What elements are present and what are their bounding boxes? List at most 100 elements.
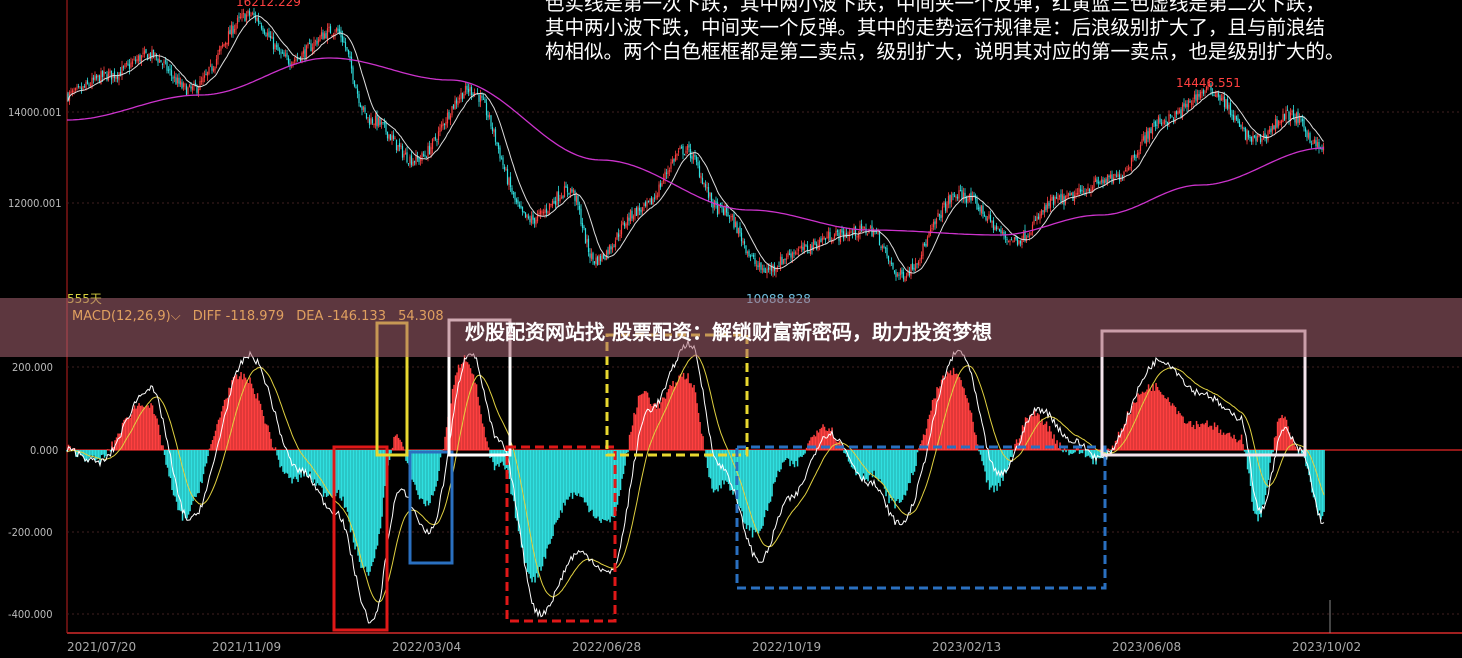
macd-y-tick: -200.000 bbox=[8, 526, 53, 539]
macd-bar bbox=[775, 450, 778, 478]
macd-bar bbox=[399, 439, 401, 450]
macd-bar bbox=[352, 450, 355, 543]
candle-body bbox=[368, 118, 371, 125]
candle-body bbox=[1309, 133, 1311, 143]
macd-bar bbox=[708, 450, 710, 478]
macd-bar bbox=[246, 379, 248, 450]
candle-body bbox=[598, 255, 600, 266]
candle-body bbox=[1054, 197, 1056, 204]
candle-body bbox=[148, 53, 150, 59]
candle-body bbox=[1000, 229, 1002, 233]
candle-body bbox=[1099, 182, 1101, 184]
macd-bar bbox=[330, 450, 332, 497]
macd-bar bbox=[1156, 386, 1159, 450]
chevron-down-icon[interactable]: ⌵ bbox=[170, 309, 181, 324]
candle-body bbox=[1313, 139, 1316, 144]
macd-bar bbox=[334, 450, 337, 497]
macd-bar bbox=[811, 436, 814, 450]
candle-body bbox=[704, 184, 707, 188]
annotation-text: 色实线是第一次下跌，其中两小波下跌，中间夹一个反弹，红黄蓝三色虚线是第二次下跌，… bbox=[545, 0, 1345, 63]
macd-bar bbox=[228, 387, 230, 450]
candle-body bbox=[508, 178, 510, 186]
candle-body bbox=[1178, 110, 1181, 113]
candle-body bbox=[697, 162, 699, 166]
candle-body bbox=[191, 86, 194, 90]
candle-body bbox=[397, 144, 399, 152]
macd-bar bbox=[1206, 420, 1208, 450]
candle-body bbox=[223, 43, 225, 47]
macd-bar bbox=[667, 388, 670, 450]
candle-body bbox=[683, 154, 686, 156]
macd-bar bbox=[264, 423, 266, 450]
candle-body bbox=[286, 53, 288, 57]
macd-bar bbox=[814, 436, 817, 450]
macd-bar bbox=[244, 377, 247, 450]
candle-body bbox=[1127, 168, 1130, 170]
candle-body bbox=[907, 269, 909, 276]
candle-body bbox=[884, 247, 887, 249]
macd-bar bbox=[1056, 440, 1058, 450]
macd-bar bbox=[469, 368, 472, 450]
macd-bar bbox=[1123, 423, 1126, 450]
candle-body bbox=[305, 45, 308, 60]
macd-bar bbox=[771, 450, 773, 497]
candle-body bbox=[617, 233, 620, 238]
macd-bar bbox=[1002, 450, 1004, 481]
macd-bar bbox=[306, 450, 308, 477]
candle-body bbox=[313, 41, 315, 49]
macd-bar bbox=[462, 362, 464, 450]
candle-body bbox=[895, 272, 897, 277]
candle-body bbox=[274, 44, 276, 50]
candle-body bbox=[203, 75, 206, 78]
candle-body bbox=[392, 134, 395, 139]
candle-body bbox=[1202, 89, 1205, 94]
macd-bar bbox=[1210, 425, 1213, 450]
candle-body bbox=[784, 259, 786, 261]
macd-bar bbox=[903, 450, 905, 495]
candle-body bbox=[755, 264, 758, 266]
macd-bar bbox=[1054, 443, 1057, 450]
macd-bar bbox=[960, 380, 962, 450]
candle-body bbox=[284, 54, 287, 56]
candle-body bbox=[332, 34, 335, 36]
macd-bar bbox=[1200, 423, 1202, 450]
candle-body bbox=[353, 80, 356, 86]
macd-bar bbox=[649, 403, 652, 450]
macd-legend[interactable]: MACD(12,26,9)⌵ DIFF -118.979 DEA -146.13… bbox=[72, 309, 452, 324]
candle-body bbox=[259, 22, 261, 24]
candle-body bbox=[383, 122, 386, 124]
candle-body bbox=[278, 50, 281, 52]
macd-bar bbox=[324, 450, 326, 494]
candle-body bbox=[220, 46, 222, 51]
candle-body bbox=[1241, 127, 1244, 129]
macd-bar bbox=[157, 424, 160, 450]
candle-body bbox=[464, 85, 467, 93]
candle-body bbox=[1039, 214, 1041, 220]
macd-bar bbox=[723, 450, 725, 485]
macd-bar bbox=[1107, 448, 1109, 450]
candle-body bbox=[986, 218, 989, 222]
macd-bar bbox=[480, 414, 482, 450]
banner-text: 炒股配资网站找 股票配资：解锁财富新密码，助力投资梦想 bbox=[465, 320, 992, 344]
macd-bar bbox=[1194, 429, 1196, 450]
candle-body bbox=[865, 228, 867, 234]
candle-body bbox=[340, 30, 342, 38]
candle-body bbox=[643, 203, 645, 206]
candle-body bbox=[569, 188, 572, 194]
candle-body bbox=[953, 195, 956, 197]
macd-bar bbox=[768, 450, 770, 504]
macd-bar bbox=[781, 450, 784, 463]
candle-body bbox=[296, 58, 299, 60]
candle-body bbox=[533, 217, 536, 224]
candle-body bbox=[599, 256, 602, 262]
macd-bar bbox=[265, 424, 268, 450]
candle-body bbox=[143, 50, 146, 55]
macd-bar bbox=[1035, 415, 1037, 450]
macd-bar bbox=[171, 450, 173, 491]
candle-body bbox=[103, 71, 105, 76]
macd-bar bbox=[82, 450, 85, 458]
candle-body bbox=[1045, 204, 1047, 211]
macd-bar bbox=[321, 450, 323, 488]
macd-bar bbox=[1078, 450, 1081, 454]
macd-bar bbox=[691, 387, 694, 450]
